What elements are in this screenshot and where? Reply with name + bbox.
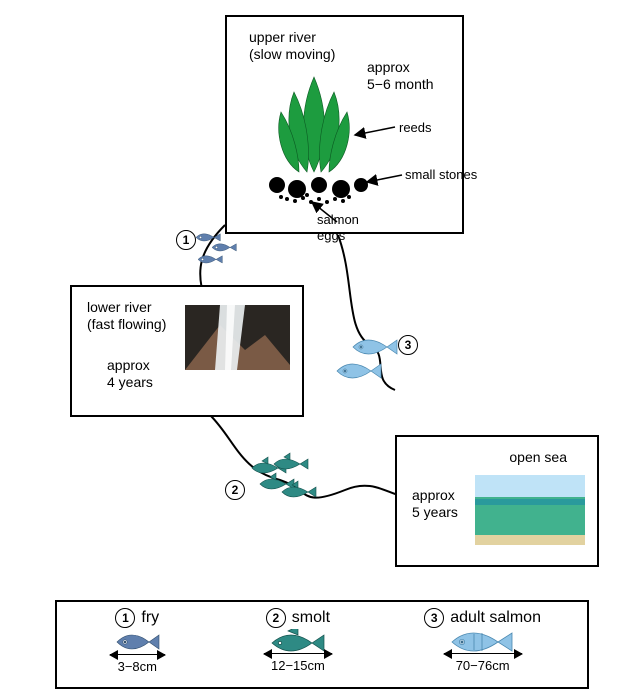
open-sea-duration: approx 5 years: [412, 487, 458, 521]
sea-thumbnail: [475, 475, 585, 545]
legend-num-1: 1: [115, 608, 135, 628]
waterfall-thumbnail: [185, 305, 290, 370]
adult-cluster-icon: [335, 335, 410, 390]
lower-river-duration: approx 4 years: [107, 357, 153, 391]
label-stones: small stones: [405, 167, 477, 183]
legend-smolt-icon: [268, 629, 328, 655]
legend-name-3: adult salmon: [450, 608, 541, 627]
stage-upper-river: upper river (slow moving) approx 5−6 mon…: [225, 15, 464, 234]
legend-size-3: 70−76cm: [456, 658, 510, 674]
legend-item-smolt: 2 smolt 12−15cm: [218, 602, 379, 687]
marker-2: 2: [225, 480, 245, 500]
legend-num-3: 3: [424, 608, 444, 628]
legend-size-arrow-3: [444, 653, 522, 654]
stage-open-sea: open sea approx 5 years: [395, 435, 599, 567]
legend-name-1: fry: [141, 608, 159, 627]
label-eggs: salmon eggs: [317, 212, 359, 243]
fry-cluster-icon: [190, 228, 245, 270]
legend-item-adult: 3 adult salmon 70−76cm: [378, 602, 587, 687]
legend-num-2: 2: [266, 608, 286, 628]
legend-size-1: 3−8cm: [118, 659, 157, 675]
legend-fry-icon: [113, 630, 161, 654]
salmon-lifecycle-diagram: upper river (slow moving) approx 5−6 mon…: [0, 0, 640, 699]
legend-size-2: 12−15cm: [271, 658, 325, 674]
legend-item-fry: 1 fry 3−8cm: [57, 602, 218, 687]
label-reeds: reeds: [399, 120, 432, 136]
legend-name-2: smolt: [292, 608, 330, 627]
legend-size-arrow-2: [264, 653, 332, 654]
legend-size-arrow-1: [110, 654, 165, 655]
smolt-cluster-icon: [248, 455, 328, 510]
lower-river-title: lower river (fast flowing): [87, 299, 166, 333]
open-sea-title: open sea: [509, 449, 567, 466]
legend: 1 fry 3−8cm 2 smolt 12−15cm 3 adult salm…: [55, 600, 589, 689]
stage-lower-river: lower river (fast flowing) approx 4 year…: [70, 285, 304, 417]
legend-adult-icon: [448, 628, 518, 656]
